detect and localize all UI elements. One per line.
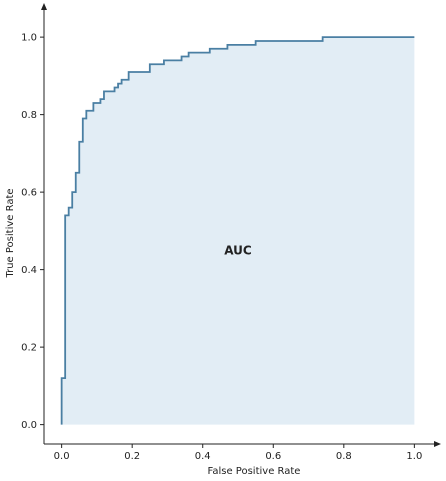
y-tick-label: 0.6 [21, 188, 37, 199]
y-tick-label: 0.8 [21, 110, 37, 121]
y-tick-label: 0.0 [21, 420, 37, 431]
y-axis-arrow-icon [41, 3, 47, 10]
y-tick-label: 0.2 [21, 343, 37, 354]
x-tick-label: 0.4 [195, 451, 211, 462]
auc-annotation: AUC [224, 243, 252, 257]
x-tick-label: 0.2 [124, 451, 140, 462]
x-tick-label: 0.6 [265, 451, 281, 462]
auc-area-fill [61, 37, 415, 425]
x-axis-arrow-icon [434, 441, 441, 447]
x-tick-label: 1.0 [406, 451, 422, 462]
y-tick-label: 1.0 [21, 33, 37, 44]
x-axis-ticks: 0.0 0.2 0.4 0.6 0.8 1.0 [54, 444, 422, 462]
y-axis-label: True Positive Rate [5, 188, 16, 278]
y-tick-label: 0.4 [21, 265, 37, 276]
x-tick-label: 0.0 [54, 451, 70, 462]
roc-curve-line [60, 36, 415, 425]
x-axis-label: False Positive Rate [208, 466, 301, 477]
y-axis-ticks: 0.0 0.2 0.4 0.6 0.8 1.0 [21, 33, 44, 431]
x-tick-label: 0.8 [336, 451, 352, 462]
